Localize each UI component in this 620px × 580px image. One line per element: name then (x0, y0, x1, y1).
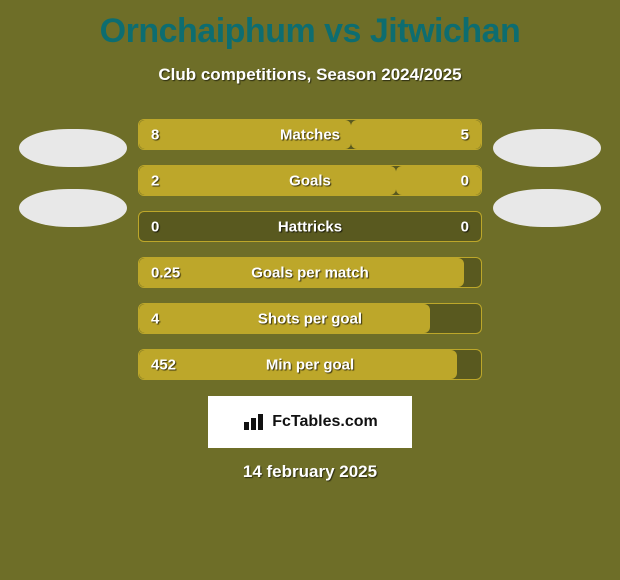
page-title: Ornchaiphum vs Jitwichan (8, 12, 612, 51)
stat-bar-matches: 8 5 Matches (138, 119, 482, 150)
stat-left-value: 452 (151, 356, 176, 373)
stat-left-value: 8 (151, 126, 159, 143)
stat-left-value: 0 (151, 218, 159, 235)
player-right-col (482, 119, 612, 380)
fill-left (139, 166, 396, 195)
stat-label: Goals per match (251, 264, 369, 281)
stat-label: Hattricks (278, 218, 342, 235)
stat-label: Matches (280, 126, 340, 143)
bars-column: 8 5 Matches 2 0 Goals 0 0 Hattricks 0.25 Goals per… (138, 119, 482, 380)
subtitle: Club competitions, Season 2024/2025 (8, 65, 612, 85)
stat-bar-hattricks: 0 0 Hattricks (138, 211, 482, 242)
stat-bar-min-per-goal: 452 Min per goal (138, 349, 482, 380)
player-left-col (8, 119, 138, 380)
stat-left-value: 2 (151, 172, 159, 189)
stat-label: Shots per goal (258, 310, 362, 327)
player-left-avatar-1 (19, 129, 127, 167)
logo-text: FcTables.com (272, 413, 378, 431)
stat-right-value: 0 (461, 218, 469, 235)
player-right-avatar-1 (493, 129, 601, 167)
stat-bar-goals-per-match: 0.25 Goals per match (138, 257, 482, 288)
stat-bar-goals: 2 0 Goals (138, 165, 482, 196)
stat-right-value: 0 (461, 172, 469, 189)
stat-right-value: 5 (461, 126, 469, 143)
comparison-card: Ornchaiphum vs Jitwichan Club competitio… (0, 0, 620, 580)
stat-left-value: 4 (151, 310, 159, 327)
chart-icon (242, 412, 268, 432)
stat-bar-shots-per-goal: 4 Shots per goal (138, 303, 482, 334)
player-right-avatar-2 (493, 189, 601, 227)
stat-left-value: 0.25 (151, 264, 180, 281)
stat-label: Min per goal (266, 356, 354, 373)
player-left-avatar-2 (19, 189, 127, 227)
stats-wrap: 8 5 Matches 2 0 Goals 0 0 Hattricks 0.25 Goals per… (8, 119, 612, 380)
fctables-logo[interactable]: FcTables.com (208, 396, 412, 448)
stat-label: Goals (289, 172, 331, 189)
date-text: 14 february 2025 (8, 462, 612, 482)
